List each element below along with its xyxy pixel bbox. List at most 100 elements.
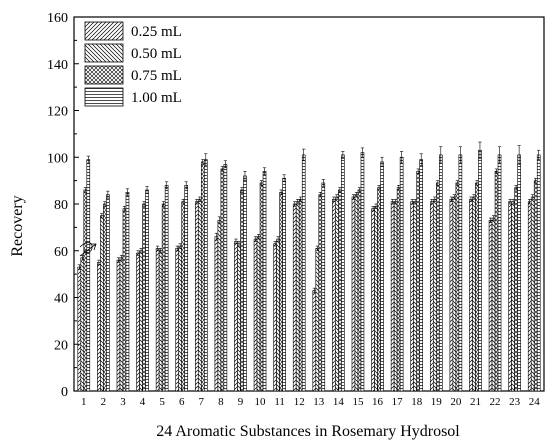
error-bar-1.00-mL-8 — [223, 160, 227, 169]
x-tick-label: 3 — [120, 396, 126, 408]
bar-0.25-mL-12 — [292, 203, 297, 392]
bar-0.50-mL-15 — [354, 194, 359, 392]
error-bar-1.00-mL-5 — [165, 181, 169, 190]
error-bar-1.00-mL-3 — [125, 188, 130, 197]
x-tick-label: 24 — [529, 396, 541, 408]
bar-0.75-mL-16 — [377, 187, 381, 392]
error-bar-1.00-mL-20 — [458, 146, 462, 164]
legend-swatch — [84, 65, 124, 85]
bar-0.50-mL-6 — [178, 245, 183, 392]
error-bar-0.50-mL-5 — [159, 248, 163, 254]
x-tick-label: 16 — [372, 396, 384, 408]
bar-1.00-mL-19 — [438, 154, 443, 392]
error-bar-0.75-mL-13 — [318, 192, 322, 198]
x-tick-label: 23 — [509, 396, 521, 408]
bar-0.75-mL-19 — [435, 182, 440, 392]
x-tick-label: 18 — [411, 396, 423, 408]
bar-0.25-mL-19 — [429, 201, 434, 392]
bar-0.75-mL-6 — [181, 201, 186, 392]
x-tick-label: 17 — [392, 396, 404, 408]
bar-0.75-mL-12 — [298, 199, 303, 392]
bar-1.00-mL-3 — [125, 192, 130, 392]
bar-0.50-mL-18 — [413, 201, 418, 392]
x-tick-label: 20 — [450, 396, 462, 408]
legend-label: 0.25 mL — [131, 24, 182, 40]
error-bar-1.00-mL-15 — [360, 147, 365, 158]
bar-0.25-mL-5 — [155, 248, 160, 392]
error-bar-0.25-mL-19 — [430, 199, 434, 205]
bar-0.50-mL-4 — [139, 250, 143, 392]
bar-0.75-mL-18 — [416, 170, 421, 392]
bar-0.25-mL-7 — [194, 201, 199, 392]
bar-0.25-mL-24 — [527, 201, 532, 392]
bar-0.75-mL-22 — [494, 170, 499, 392]
bar-0.50-mL-1 — [80, 257, 85, 392]
error-bar-0.75-mL-23 — [514, 185, 518, 191]
error-bar-1.00-mL-4 — [145, 186, 149, 194]
x-axis-title: 24 Aromatic Substances in Rosemary Hydro… — [156, 423, 460, 440]
error-bars-layer — [77, 141, 541, 294]
bar-0.50-mL-24 — [530, 196, 535, 392]
error-bar-0.75-mL-11 — [279, 189, 283, 195]
bar-0.50-mL-2 — [100, 215, 104, 392]
bar-1.00-mL-16 — [380, 161, 384, 392]
legend-swatch — [84, 43, 124, 63]
bar-0.75-mL-23 — [514, 187, 518, 392]
error-bar-0.25-mL-14 — [332, 196, 336, 202]
bar-0.75-mL-9 — [240, 189, 244, 392]
bar-1.00-mL-12 — [301, 154, 306, 392]
bar-0.25-mL-3 — [116, 259, 121, 392]
bar-0.25-mL-1 — [77, 266, 82, 392]
error-bar-0.50-mL-15 — [354, 192, 359, 198]
bar-0.75-mL-17 — [396, 187, 401, 392]
bar-1.00-mL-2 — [106, 194, 110, 392]
bar-1.00-mL-10 — [262, 170, 267, 392]
bar-0.50-mL-16 — [374, 206, 378, 392]
error-bar-1.00-mL-19 — [439, 146, 443, 164]
bar-1.00-mL-11 — [282, 177, 286, 392]
x-tick-label: 4 — [140, 396, 146, 408]
bar-1.00-mL-22 — [497, 154, 502, 392]
error-bar-1.00-mL-13 — [321, 179, 325, 187]
bar-0.50-mL-22 — [491, 217, 496, 392]
error-bar-0.50-mL-9 — [237, 241, 241, 247]
bar-1.00-mL-13 — [321, 182, 326, 392]
x-tick-label: 10 — [255, 396, 267, 408]
error-bar-1.00-mL-17 — [400, 151, 404, 164]
error-bar-0.50-mL-20 — [452, 194, 456, 200]
x-tick-label: 5 — [159, 396, 165, 408]
error-bar-0.50-mL-17 — [394, 199, 398, 205]
bar-0.75-mL-20 — [455, 182, 460, 392]
error-bar-0.75-mL-22 — [494, 168, 499, 174]
error-bar-0.50-mL-23 — [511, 199, 515, 205]
bar-0.50-mL-7 — [197, 199, 202, 392]
error-bar-0.50-mL-8 — [217, 216, 221, 225]
bar-0.25-mL-8 — [214, 236, 219, 392]
bar-1.00-mL-6 — [184, 185, 189, 392]
error-bar-0.50-mL-13 — [315, 245, 319, 252]
error-bar-1.00-mL-24 — [537, 149, 541, 160]
x-tick-label: 1 — [81, 396, 87, 408]
error-bar-1.00-mL-10 — [262, 167, 267, 176]
bar-0.25-mL-6 — [175, 248, 180, 392]
error-bar-0.25-mL-5 — [156, 245, 160, 252]
x-tick-label: 12 — [294, 396, 305, 408]
bar-0.75-mL-4 — [142, 203, 146, 392]
legend-label: 0.50 mL — [131, 46, 182, 62]
x-tick-label: 21 — [470, 396, 481, 408]
bar-0.75-mL-1 — [83, 189, 88, 392]
bar-0.50-mL-9 — [237, 243, 241, 392]
bar-1.00-mL-24 — [536, 154, 541, 392]
bar-0.50-mL-12 — [295, 201, 300, 392]
error-bar-0.25-mL-11 — [273, 241, 277, 247]
error-bar-0.75-mL-18 — [416, 168, 420, 174]
bar-0.25-mL-22 — [488, 220, 493, 392]
annotation-layer — [79, 242, 97, 257]
bar-0.75-mL-24 — [533, 180, 538, 392]
bar-0.50-mL-19 — [432, 199, 437, 392]
error-bar-0.75-mL-16 — [377, 185, 381, 191]
error-bar-0.25-mL-8 — [214, 232, 218, 241]
error-bar-1.00-mL-6 — [184, 181, 188, 190]
